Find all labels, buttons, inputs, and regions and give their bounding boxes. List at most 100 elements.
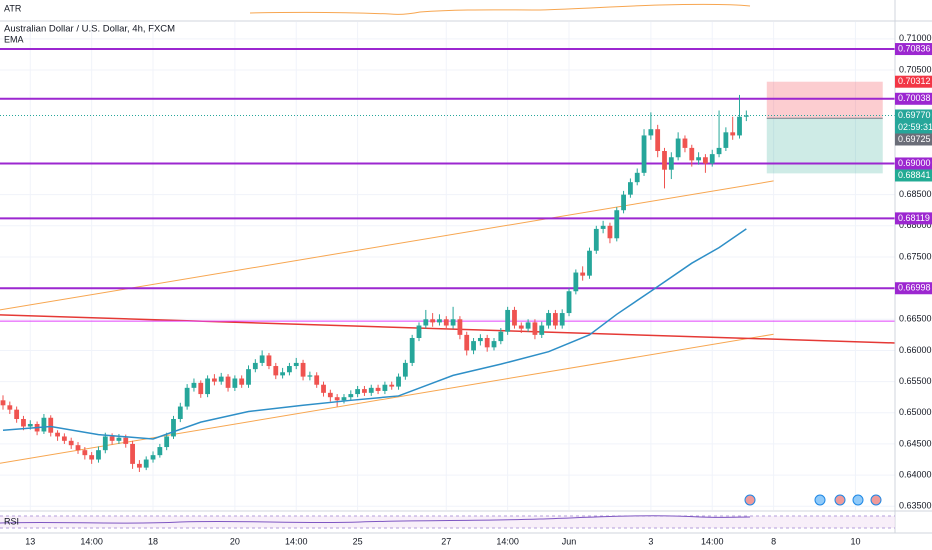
- candle-body: [273, 366, 279, 376]
- candle-body: [75, 445, 81, 451]
- badge-bg: [895, 157, 932, 170]
- candle-body: [546, 313, 551, 326]
- candle-body: [109, 436, 115, 441]
- event-icon[interactable]: [744, 494, 756, 506]
- badge-bg: [895, 121, 932, 134]
- x-tick-label: 25: [353, 536, 363, 546]
- badge-bg: [895, 212, 932, 225]
- candle-body: [396, 376, 401, 387]
- candle-body: [327, 392, 333, 398]
- candle-body: [218, 376, 224, 382]
- candle-body: [730, 132, 736, 136]
- candle-body: [150, 455, 156, 460]
- candle-body: [41, 417, 47, 432]
- candle-body: [157, 447, 163, 456]
- candle-body: [259, 355, 265, 363]
- candle-body: [402, 362, 408, 377]
- candle-body: [703, 157, 708, 164]
- candle-body: [457, 319, 463, 335]
- target-zone: [766, 118, 883, 174]
- candle-body: [287, 366, 292, 373]
- candle-body: [621, 194, 626, 211]
- badge-label: 02:59:31: [898, 122, 932, 132]
- badge-bg: [895, 75, 932, 88]
- trend-line: [0, 314, 896, 344]
- candle-body: [300, 362, 306, 377]
- candle-body: [409, 337, 415, 363]
- y-tick-label: 0.66500: [899, 314, 932, 324]
- x-tick-label: 14:00: [496, 536, 519, 546]
- y-tick-label: 0.71000: [899, 33, 932, 43]
- candle-body: [580, 272, 586, 276]
- candle-body: [246, 369, 251, 385]
- atr-line: [249, 3, 751, 15]
- y-tick-label: 0.66000: [899, 345, 932, 355]
- candle-body: [423, 319, 429, 326]
- candle-body: [341, 397, 347, 401]
- badge-label: 0.70312: [898, 76, 931, 86]
- candle-body: [559, 313, 565, 326]
- badge-bg: [895, 133, 932, 146]
- badge-label: 0.66998: [898, 283, 931, 293]
- candle-body: [252, 362, 258, 370]
- badge-label: 0.69725: [898, 134, 931, 144]
- rsi-line: [0, 515, 751, 524]
- rsi-band: [0, 516, 895, 528]
- candle-body: [566, 291, 572, 314]
- candle-body: [82, 450, 88, 456]
- candle-body: [662, 151, 667, 170]
- candle-body: [607, 225, 613, 239]
- candle-body: [375, 387, 381, 391]
- candle-body: [27, 423, 33, 427]
- candle-body: [293, 362, 299, 367]
- candle-body: [675, 138, 681, 158]
- atr-label: ATR: [4, 3, 22, 13]
- candle-body: [689, 147, 695, 161]
- candle-body: [518, 325, 524, 329]
- candle-body: [334, 397, 340, 401]
- candle-body: [362, 389, 367, 393]
- candle-body: [416, 325, 422, 338]
- candle-body: [382, 384, 388, 391]
- candle-body: [123, 437, 129, 444]
- price-badge: 0.70836: [895, 43, 932, 56]
- candle-body: [471, 341, 476, 351]
- candle-body: [198, 382, 204, 395]
- x-tick-label: 8: [771, 536, 776, 546]
- candle-body: [484, 337, 490, 348]
- event-icon[interactable]: [852, 494, 864, 506]
- stop-zone: [766, 81, 883, 119]
- candle-body: [21, 419, 26, 427]
- event-icon[interactable]: [870, 494, 882, 506]
- badge-bg: [895, 109, 932, 122]
- event-icon[interactable]: [834, 494, 846, 506]
- badge-label: 0.69000: [898, 158, 931, 168]
- y-tick-label: 0.65500: [899, 376, 932, 386]
- y-tick-label: 0.63500: [899, 501, 932, 511]
- candle-body: [498, 331, 504, 342]
- x-tick-label: 20: [230, 536, 240, 546]
- candle-body: [437, 319, 442, 323]
- grid: [0, 22, 895, 510]
- candle-body: [89, 455, 95, 460]
- candle-body: [628, 182, 633, 195]
- candle-body: [512, 309, 517, 326]
- candle-body: [389, 384, 395, 387]
- candle-body: [634, 172, 640, 183]
- candle-body: [232, 378, 238, 388]
- candle-body: [136, 463, 142, 468]
- candle-body: [177, 406, 183, 420]
- candle-body: [184, 387, 190, 407]
- badge-bg: [895, 282, 932, 295]
- price-badge: 0.69770: [895, 109, 932, 122]
- candle-body: [716, 147, 722, 155]
- y-tick-label: 0.64000: [899, 469, 932, 479]
- candle-body: [573, 272, 579, 292]
- candle-body: [143, 459, 149, 468]
- candle-body: [430, 319, 436, 323]
- event-icon[interactable]: [814, 494, 826, 506]
- candle-body: [709, 154, 715, 164]
- candle-body: [539, 325, 545, 335]
